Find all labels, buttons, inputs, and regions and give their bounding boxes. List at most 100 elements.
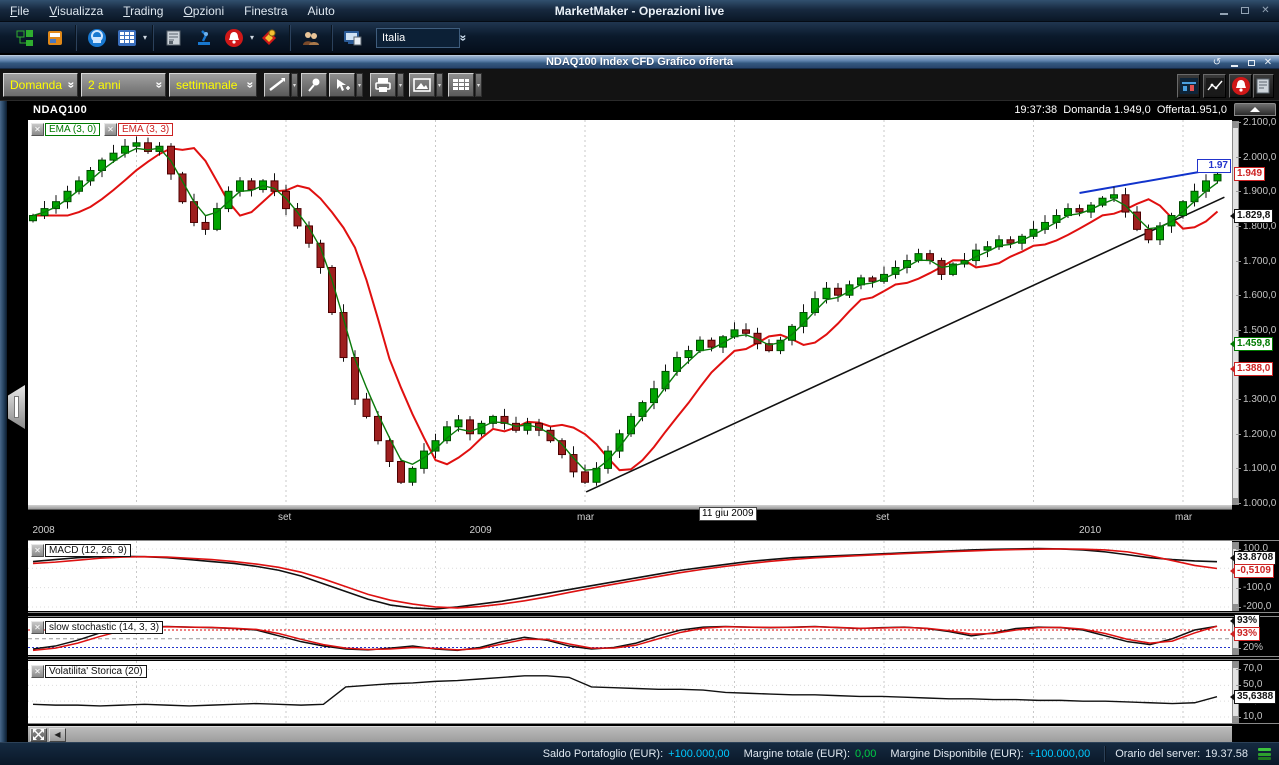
minimize-icon[interactable] <box>1216 3 1231 17</box>
server-time-label: Orario del server: <box>1115 748 1201 760</box>
axis-tick <box>1236 717 1241 718</box>
axis-tick <box>1236 468 1241 469</box>
pin-icon[interactable] <box>301 73 327 97</box>
restore-icon[interactable] <box>1237 3 1252 17</box>
window-left-edge <box>0 101 7 742</box>
org-chart-icon[interactable] <box>12 25 38 51</box>
axis-tick <box>1236 549 1241 550</box>
panel-divider[interactable] <box>28 655 1279 661</box>
y-axis-label: 1.000,0 <box>1243 498 1277 510</box>
cursor-hand-icon[interactable] <box>329 73 355 97</box>
chevron-down-icon[interactable]: ▾ <box>291 73 298 97</box>
close-icon[interactable]: ✕ <box>1261 4 1270 16</box>
menu-finestra[interactable]: Finestra <box>244 3 288 18</box>
main-price-chart[interactable] <box>28 120 1232 505</box>
chevron-double-down-icon: » <box>64 81 79 89</box>
axis-tick <box>1236 607 1241 608</box>
legend-ema-fast: ✕ EMA (3, 0) <box>31 123 101 136</box>
axis-tick <box>1236 399 1241 400</box>
stochastic-panel[interactable] <box>28 618 1232 655</box>
y-axis-label: 1.100,0 <box>1243 463 1277 475</box>
legend-label: EMA (3, 3) <box>118 123 174 136</box>
table-icon[interactable] <box>448 73 474 97</box>
menu-opzioni[interactable]: Opzioni <box>183 3 225 18</box>
close-icon[interactable]: ✕ <box>104 123 117 136</box>
alarm-bell-icon[interactable] <box>221 25 247 51</box>
close-icon[interactable]: ✕ <box>31 123 44 136</box>
y-axis-label: 1.800,0 <box>1243 220 1277 232</box>
minimize-icon[interactable] <box>1228 57 1240 68</box>
margine-value: 0,00 <box>855 748 877 760</box>
timeframe-dropdown[interactable]: settimanale » <box>169 73 258 97</box>
x-axis-year-label: 2010 <box>1079 525 1102 536</box>
grid-pad-icon[interactable] <box>114 25 140 51</box>
disponibile-value: +100.000,00 <box>1028 748 1091 760</box>
close-icon[interactable]: ✕ <box>31 544 44 557</box>
chevron-down-icon[interactable]: ▾ <box>356 73 363 97</box>
tag-icon[interactable] <box>256 25 282 51</box>
legend-label: slow stochastic (14, 3, 3) <box>45 621 164 634</box>
menu-trading[interactable]: Trading <box>123 3 164 18</box>
collapse-header-button[interactable] <box>1234 103 1276 116</box>
line-chart-icon[interactable] <box>1203 74 1226 98</box>
chevron-down-icon[interactable]: ▾ <box>397 73 404 97</box>
legend-macd: ✕ MACD (12, 26, 9) <box>31 544 131 557</box>
menu-visualizza[interactable]: Visualizza <box>49 3 104 18</box>
connection-status-icon <box>1258 748 1271 760</box>
chevron-down-icon[interactable]: ▾ <box>250 33 255 42</box>
draw-line-icon[interactable] <box>264 73 290 97</box>
panel-divider-line <box>28 540 1279 541</box>
margine-label: Margine totale (EUR): <box>743 748 850 760</box>
print-icon[interactable] <box>370 73 396 97</box>
quote-time: 19:37:38 <box>1014 104 1058 116</box>
contacts-icon[interactable] <box>298 25 324 51</box>
horizontal-scrollbar[interactable]: ◀ <box>28 726 1232 742</box>
x-axis-month-label: mar <box>1175 512 1193 523</box>
timeframe-value: settimanale <box>176 78 238 92</box>
legend-stochastic: ✕ slow stochastic (14, 3, 3) <box>31 621 164 634</box>
marker-arrow-icon <box>1230 617 1235 625</box>
close-icon[interactable]: ✕ <box>31 621 44 634</box>
ask-value: 1.951,0 <box>1190 104 1227 116</box>
chevron-up-icon <box>1250 107 1260 112</box>
news-icon[interactable] <box>1253 74 1274 98</box>
close-icon[interactable]: ✕ <box>1263 57 1273 68</box>
menu-file[interactable]: File <box>10 3 30 18</box>
news-icon[interactable] <box>161 25 187 51</box>
country-value[interactable]: Italia <box>376 27 461 48</box>
country-select[interactable]: Italia » <box>376 27 471 48</box>
volatility-panel[interactable] <box>28 661 1232 723</box>
scroll-left-icon[interactable]: ◀ <box>49 727 66 742</box>
chevron-double-down-icon: » <box>243 81 258 89</box>
chevron-double-down-icon: » <box>152 81 167 89</box>
snapshot-icon[interactable] <box>409 73 435 97</box>
x-axis: 11 giu 2009 set mar set mar 2008 2009 2010 <box>28 507 1279 540</box>
screen-share-icon[interactable] <box>340 25 366 51</box>
candle-chart-icon[interactable] <box>1177 74 1200 98</box>
expand-icon[interactable] <box>30 727 47 742</box>
period-dropdown[interactable]: 2 anni » <box>81 73 167 97</box>
price-type-dropdown[interactable]: Domanda » <box>3 73 79 97</box>
close-icon[interactable]: ✕ <box>31 665 44 678</box>
panel-divider[interactable] <box>28 611 1279 618</box>
y-axis-label: 20% <box>1243 641 1264 653</box>
chevron-double-down-icon[interactable]: » <box>456 34 471 41</box>
price-marker: 1.459,8 <box>1230 337 1274 351</box>
axis-tick <box>1236 330 1241 331</box>
chevron-down-icon[interactable]: ▾ <box>143 33 148 42</box>
disponibile-label: Margine Disponibile (EUR): <box>890 748 1024 760</box>
marker-arrow-icon <box>1230 365 1235 373</box>
lock-sphere-icon[interactable] <box>84 25 110 51</box>
macd-panel[interactable] <box>28 541 1232 611</box>
restore-icon[interactable] <box>1245 57 1257 68</box>
price-axis-scrollbar[interactable] <box>1232 121 1239 505</box>
layout-window-icon[interactable] <box>42 25 68 51</box>
axis-tick <box>1236 648 1241 649</box>
y-axis-label: 50,0 <box>1243 679 1263 691</box>
chevron-down-icon[interactable]: ▾ <box>436 73 443 97</box>
reset-icon[interactable]: ↺ <box>1212 57 1222 68</box>
chevron-down-icon[interactable]: ▾ <box>475 73 482 97</box>
microscope-icon[interactable] <box>191 25 217 51</box>
alarm-bell-icon[interactable] <box>1229 74 1252 98</box>
menu-aiuto[interactable]: Aiuto <box>307 3 335 18</box>
